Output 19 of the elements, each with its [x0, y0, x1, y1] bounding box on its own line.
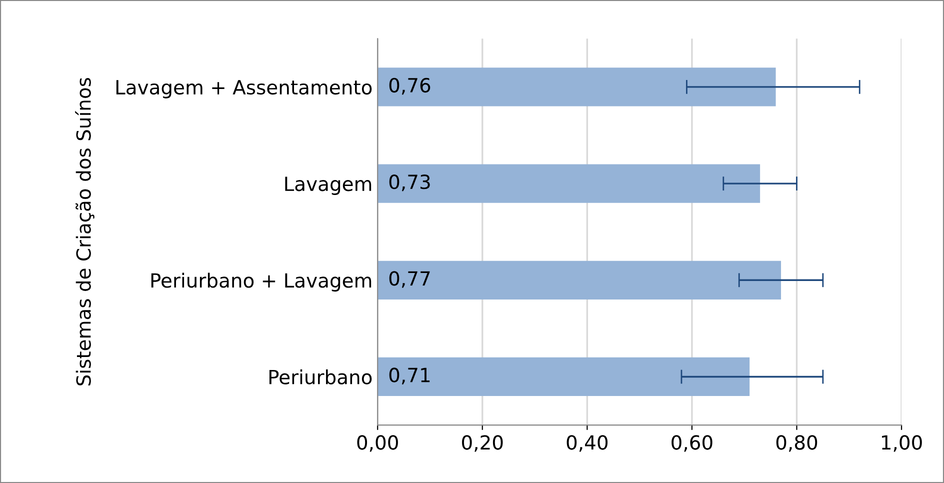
x-tick-label: 0,00: [357, 435, 398, 452]
y-tick-label: Periurbano + Lavagem: [151, 272, 372, 292]
bar: [378, 260, 782, 300]
bar: [378, 164, 760, 203]
x-tick-label: 0,60: [672, 435, 712, 452]
data-label: 0,73: [389, 174, 430, 192]
bar: [378, 68, 776, 106]
x-tick-label: 0,20: [462, 435, 503, 452]
data-label: 0,77: [389, 271, 430, 288]
x-tick-label: 0,80: [776, 435, 818, 452]
x-tick-label: 1,00: [882, 435, 922, 452]
x-tick-label: 0,40: [566, 435, 608, 452]
y-tick-label: Periurbano: [269, 369, 372, 384]
data-label: 0,71: [389, 368, 430, 384]
data-label: 0,76: [389, 78, 430, 95]
y-axis-title: Sistemas de Criação dos Suínos: [75, 78, 94, 386]
y-tick-label: Lavagem: [285, 176, 372, 195]
y-tick-label: Lavagem + Assentamento: [116, 80, 372, 98]
bar: [378, 357, 750, 396]
